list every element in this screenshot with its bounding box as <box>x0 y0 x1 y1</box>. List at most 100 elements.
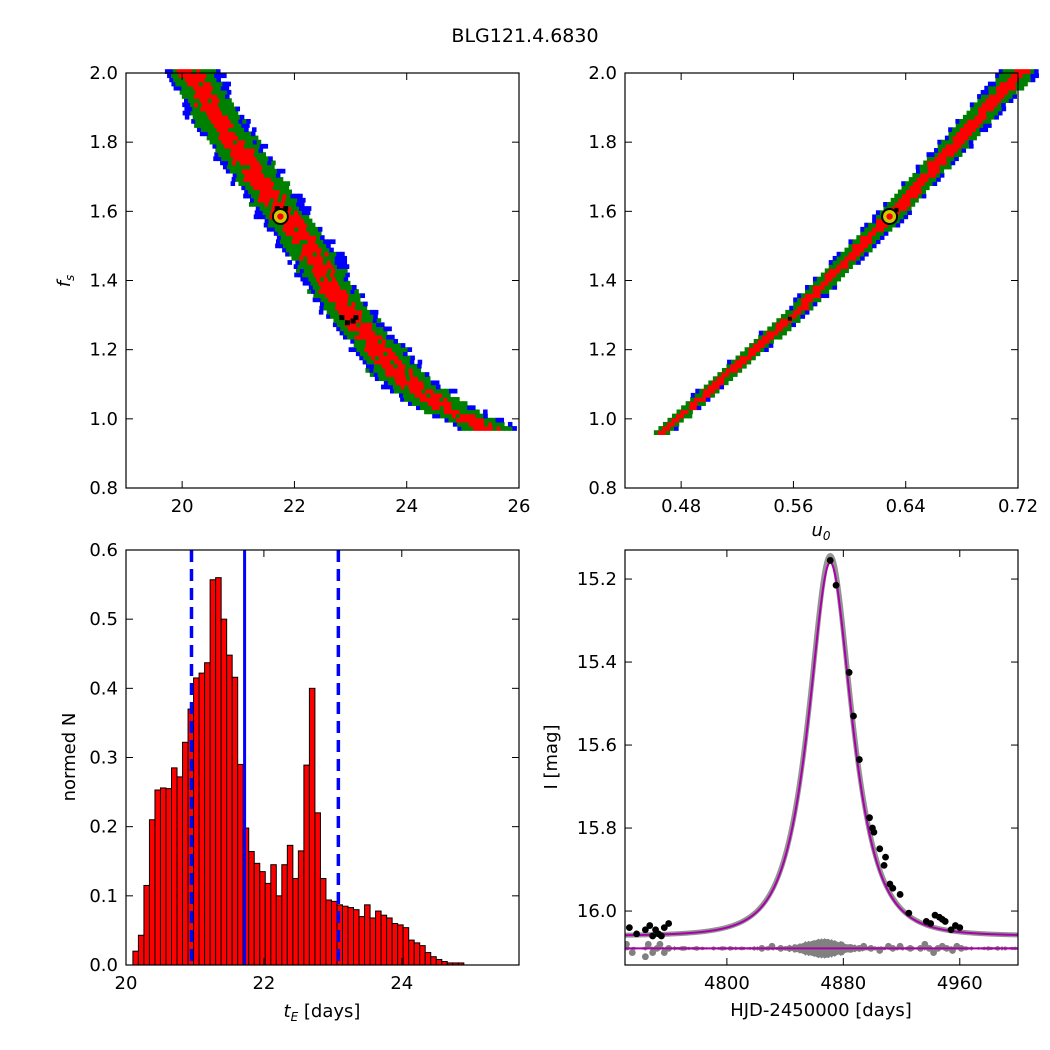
tE-fs-cell <box>250 131 256 137</box>
tE-fs-cell <box>364 347 369 352</box>
tE-fs-cell <box>373 367 378 373</box>
u0-fs-cell <box>993 98 998 103</box>
tE-fs-cell <box>418 392 424 398</box>
tE-fs-cell <box>199 89 204 95</box>
tE-histogram-ticks: 20 22 240.00.10.20.30.40.50.6 <box>89 540 519 994</box>
u0-fs-cell <box>828 260 834 265</box>
tE-fs-cell <box>326 260 332 265</box>
tE-fs-cell <box>293 231 298 236</box>
tE-fs-cell <box>392 343 398 348</box>
tE-fs-cell <box>198 81 204 87</box>
tE-fs-cell <box>183 89 189 95</box>
tE-fs-cell <box>223 148 228 153</box>
u0-fs-cell <box>912 177 918 182</box>
tE-fs-cell <box>313 293 318 299</box>
tE-fs-cell <box>443 397 448 402</box>
tE-fs-cell <box>452 421 458 427</box>
tE-fs-cell <box>459 405 464 411</box>
tE-fs-cell <box>464 421 470 427</box>
tE-fs-cell <box>196 77 202 83</box>
tE-fs-cell <box>203 89 208 95</box>
tE-fs-cell <box>431 405 437 411</box>
tE-fs-cell <box>226 118 232 124</box>
u0-fs-cell <box>999 77 1004 83</box>
tE-fs-cell <box>218 89 224 95</box>
u0-fs-cell <box>919 168 925 174</box>
u0-fs-best-cell <box>787 316 792 321</box>
tE-fs-cell <box>409 363 414 369</box>
tE-fs-cell <box>350 289 355 294</box>
tE-fs-cell <box>181 94 187 99</box>
tE-fs-cell <box>272 201 278 207</box>
tE-fs-cell <box>226 135 231 141</box>
u0-fs-cell <box>864 239 869 245</box>
tE-fs-cell <box>373 363 379 369</box>
tE-fs-cell <box>383 380 389 386</box>
tE-fs-cell <box>256 172 261 178</box>
u0-fs-cell <box>804 309 810 315</box>
tE-fs-cell <box>181 77 186 83</box>
lightcurve-point <box>896 891 904 898</box>
tE-fs-cell <box>264 218 270 224</box>
tE-fs-cell <box>217 102 223 108</box>
tE-fs-cell <box>214 135 220 141</box>
tE-fs-cell <box>393 372 398 377</box>
tE-fs-cell <box>308 284 314 290</box>
tE-fs-cell <box>274 177 280 182</box>
tE-fs-cell <box>248 201 254 207</box>
tE-fs-cell <box>241 152 247 157</box>
tE-fs-cell <box>314 280 319 286</box>
tE-fs-cell <box>322 255 328 261</box>
tE-fs-cell <box>215 89 220 95</box>
tE-fs-cell <box>332 251 337 257</box>
tE-fs-cell <box>377 343 382 348</box>
tE-fs-cell <box>411 401 417 406</box>
tE-fs-cell <box>302 243 308 249</box>
tE-fs-cell <box>325 247 330 253</box>
u0-fs-cell <box>981 102 987 108</box>
tE-fs-cell <box>229 168 235 174</box>
u0-fs-cell <box>941 148 947 153</box>
tE-fs-cell <box>185 94 191 99</box>
u0-fs-cell <box>762 334 767 340</box>
tE-histogram-bar <box>424 952 432 966</box>
u0-fs-cell <box>942 156 948 162</box>
tE-fs-cell <box>463 405 468 411</box>
tE-fs-cell <box>338 280 343 286</box>
tE-fs-cell <box>416 372 422 377</box>
tE-fs-cell <box>439 409 445 415</box>
tE-fs-cell <box>301 264 307 269</box>
u0-fs-cell <box>832 260 838 265</box>
tE-fs-cell <box>275 189 281 195</box>
tE-histogram-bar <box>369 917 377 966</box>
tE-fs-cell <box>398 359 403 365</box>
tE-fs-cell <box>199 118 204 124</box>
tE-fs-cell <box>308 235 313 240</box>
tE-fs-cell <box>251 177 256 182</box>
u0-fs-cell <box>1004 89 1009 95</box>
tE-fs-cell <box>270 226 276 232</box>
tE-fs-cell <box>323 276 329 282</box>
u0-fs-cell <box>965 143 970 149</box>
u0-fs-cell <box>860 247 865 253</box>
tE-fs-cell <box>282 243 288 249</box>
u0-fs-cell <box>658 426 663 431</box>
tE-fs-cell <box>189 85 194 91</box>
tE-fs-cell <box>289 214 294 220</box>
u0-fs-cell <box>1010 73 1016 79</box>
u0-fs-cell <box>699 388 704 394</box>
tE-fs-cell <box>316 276 321 282</box>
tE-fs-cell <box>467 405 472 411</box>
tE-fs-cell <box>322 280 327 286</box>
u0-fs-cell <box>801 297 806 303</box>
tE-fs-cell <box>296 251 302 257</box>
u0-fs-cell <box>792 318 797 323</box>
tE-histogram-bar <box>303 764 310 966</box>
tE-fs-cell <box>434 380 440 386</box>
tE-fs-cell <box>270 164 275 170</box>
tE-fs-cell <box>190 73 196 79</box>
tE-fs-cell <box>191 81 196 87</box>
u0-fs-cell <box>820 289 826 294</box>
lightcurve-point <box>660 924 668 932</box>
